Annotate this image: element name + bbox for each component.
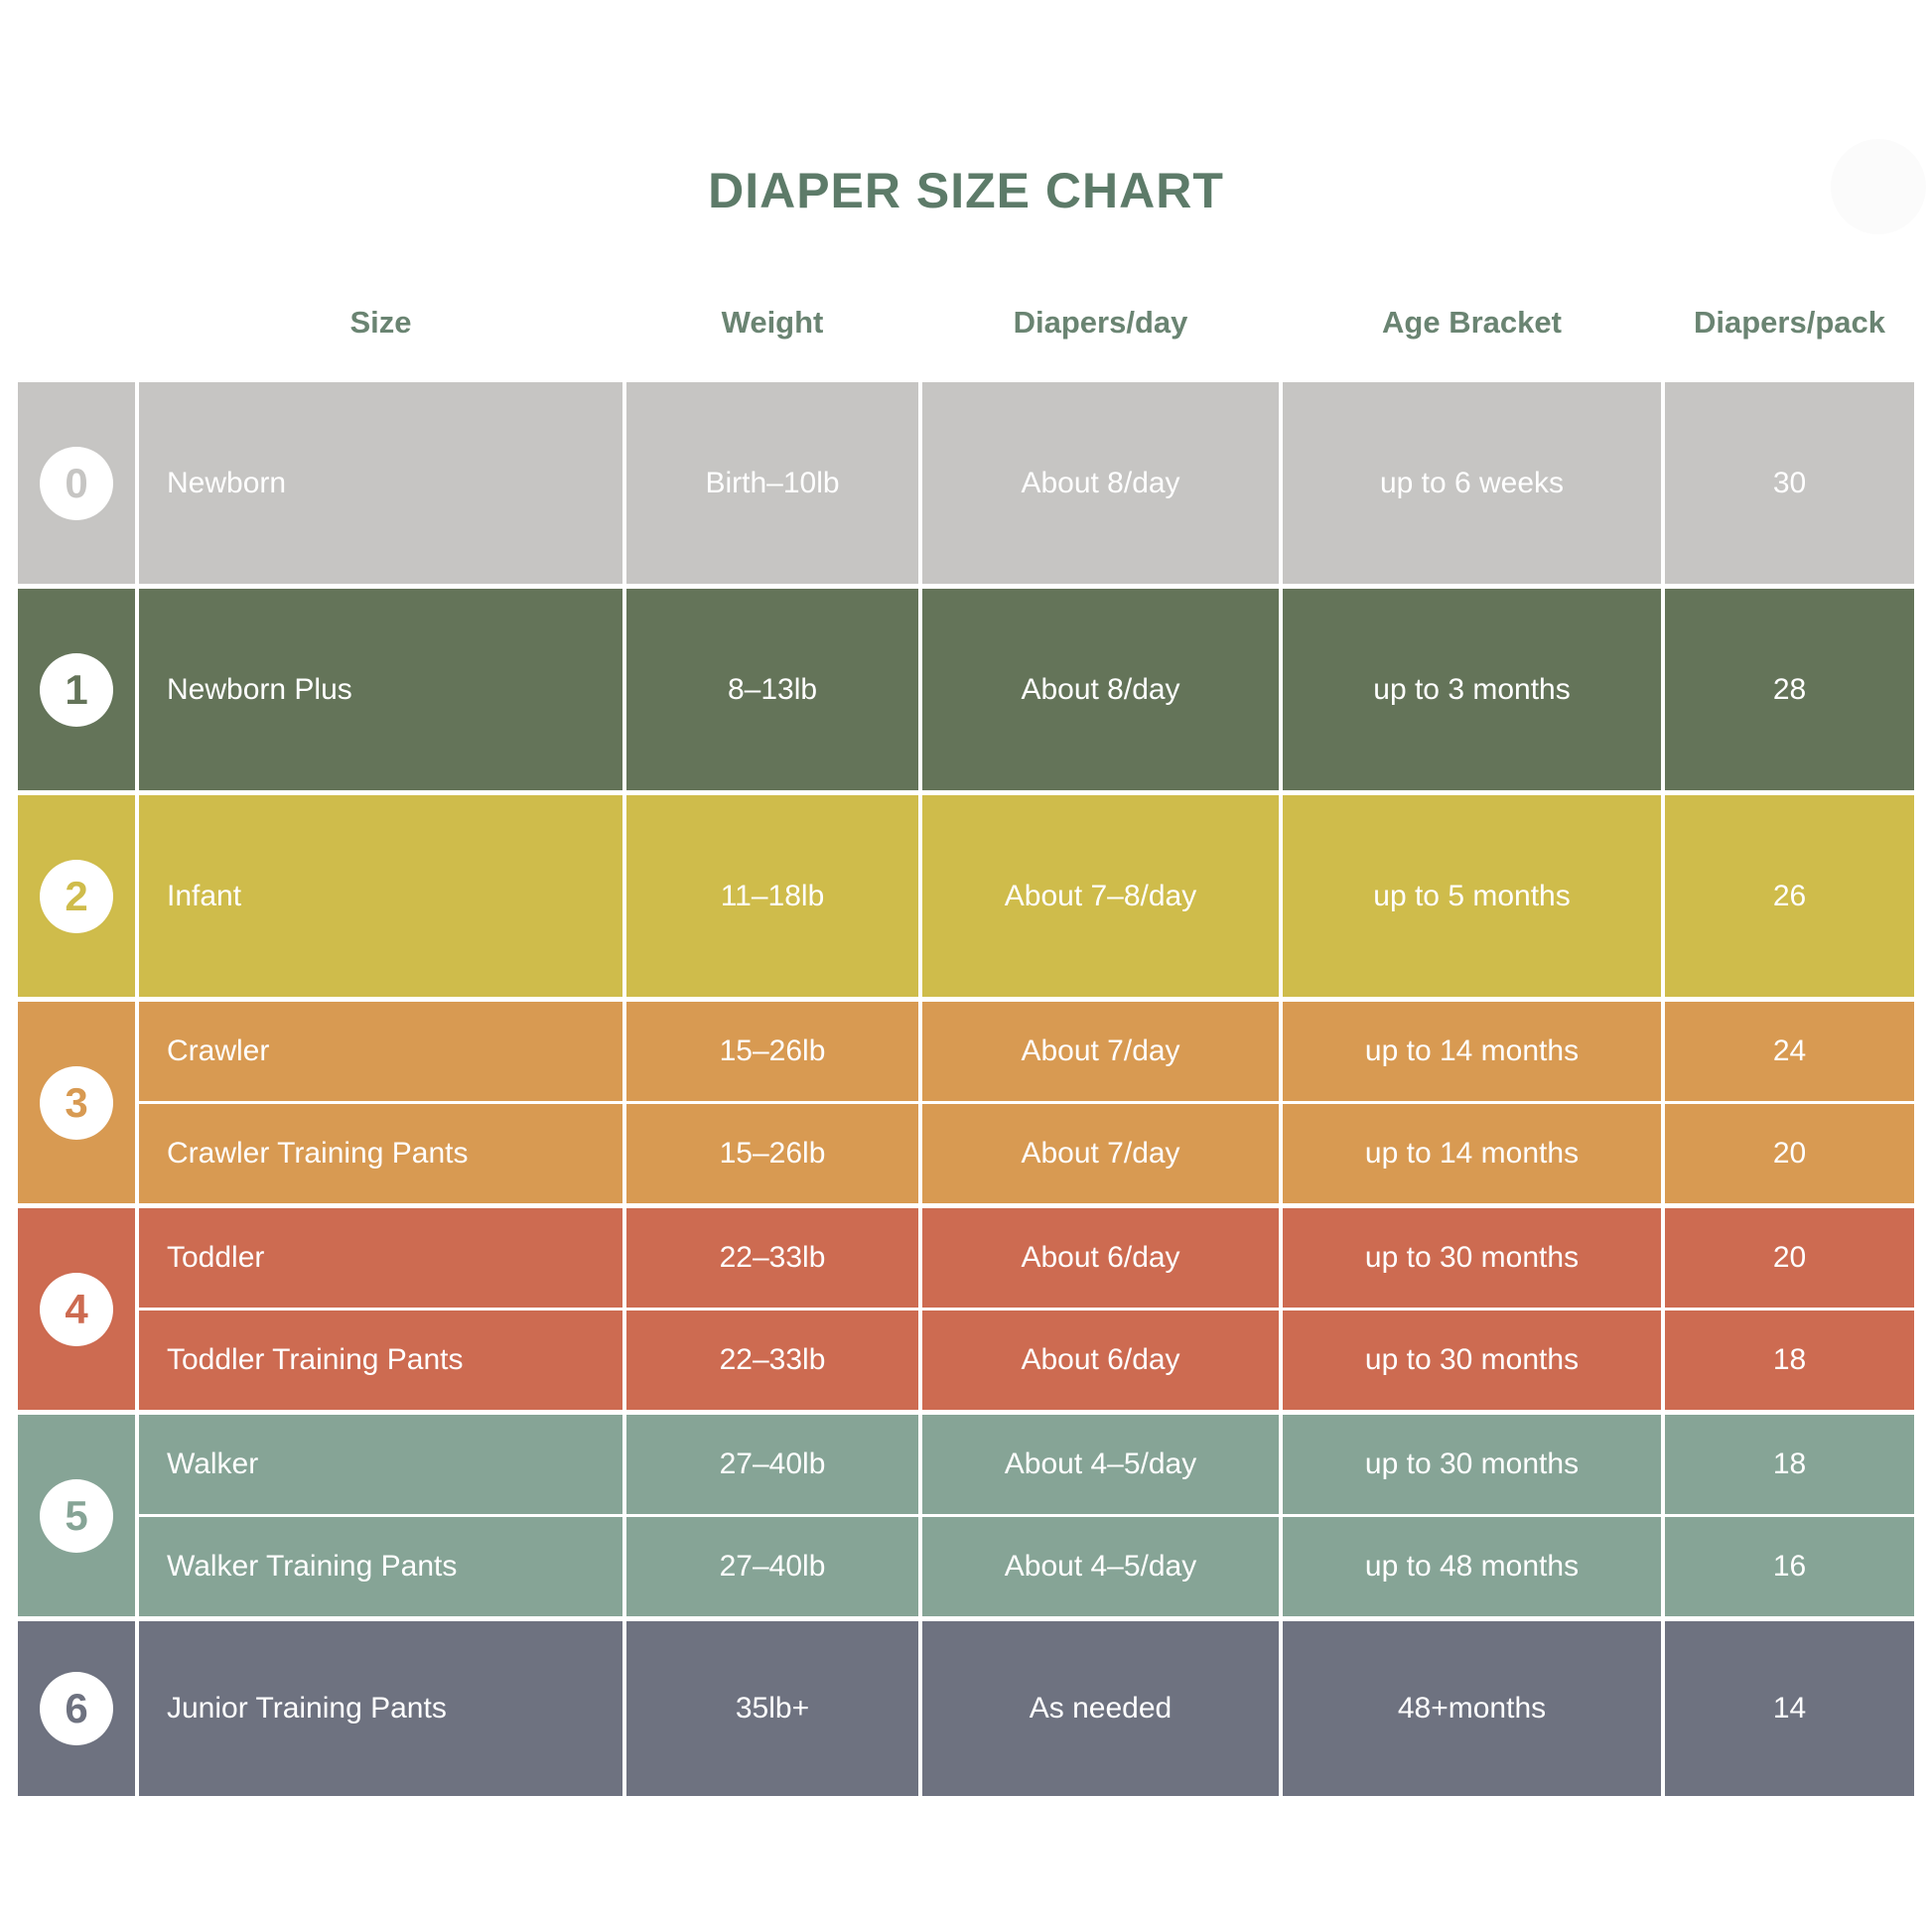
size-group-3: 3 Crawler 15–26lb About 7/day up to 14 m… xyxy=(18,1002,1914,1203)
cell-age-bracket: up to 5 months xyxy=(1283,795,1661,997)
size-number-cell: 1 xyxy=(18,589,135,790)
size-group-0: 0 Newborn Birth–10lb About 8/day up to 6… xyxy=(18,382,1914,584)
cell-weight: 27–40lb xyxy=(626,1415,918,1514)
cell-diapers-day: About 6/day xyxy=(922,1208,1279,1308)
column-header-diapers-pack: Diapers/pack xyxy=(1694,305,1885,340)
cell-diapers-day: About 6/day xyxy=(922,1311,1279,1410)
cell-age-bracket: up to 30 months xyxy=(1283,1415,1661,1514)
cell-diapers-day: About 4–5/day xyxy=(922,1517,1279,1616)
diaper-size-table: 0 Newborn Birth–10lb About 8/day up to 6… xyxy=(18,382,1914,1796)
cell-diapers-day: About 8/day xyxy=(922,382,1279,584)
size-group-1: 1 Newborn Plus 8–13lb About 8/day up to … xyxy=(18,589,1914,790)
cell-diapers-pack: 16 xyxy=(1665,1517,1914,1616)
column-headers: Size Weight Diapers/day Age Bracket Diap… xyxy=(18,301,1914,345)
cell-weight: Birth–10lb xyxy=(626,382,918,584)
size-number-badge: 3 xyxy=(40,1065,113,1140)
cell-size-name: Infant xyxy=(139,795,622,997)
column-header-spacer xyxy=(18,301,135,345)
cell-diapers-pack: 20 xyxy=(1665,1208,1914,1308)
cell-weight: 27–40lb xyxy=(626,1517,918,1616)
cell-size-name: Crawler xyxy=(139,1002,622,1101)
cell-diapers-day: About 7/day xyxy=(922,1104,1279,1203)
cell-weight: 15–26lb xyxy=(626,1002,918,1101)
cell-age-bracket: up to 30 months xyxy=(1283,1311,1661,1410)
cell-age-bracket: up to 48 months xyxy=(1283,1517,1661,1616)
cell-diapers-day: About 4–5/day xyxy=(922,1415,1279,1514)
size-number-badge: 1 xyxy=(40,652,113,727)
cell-size-name: Newborn Plus xyxy=(139,589,622,790)
cell-size-name: Walker xyxy=(139,1415,622,1514)
cell-size-name: Walker Training Pants xyxy=(139,1517,622,1616)
cell-age-bracket: up to 30 months xyxy=(1283,1208,1661,1308)
cell-diapers-day: About 7–8/day xyxy=(922,795,1279,997)
cell-diapers-day: About 8/day xyxy=(922,589,1279,790)
decorative-blob xyxy=(1831,139,1926,234)
cell-diapers-pack: 20 xyxy=(1665,1104,1914,1203)
size-group-2: 2 Infant 11–18lb About 7–8/day up to 5 m… xyxy=(18,795,1914,997)
size-number-badge: 5 xyxy=(40,1478,113,1553)
size-number-cell: 4 xyxy=(18,1208,135,1410)
column-header-age-bracket: Age Bracket xyxy=(1382,305,1562,340)
size-number-cell: 0 xyxy=(18,382,135,584)
cell-diapers-pack: 26 xyxy=(1665,795,1914,997)
cell-diapers-pack: 28 xyxy=(1665,589,1914,790)
size-number-cell: 5 xyxy=(18,1415,135,1616)
cell-diapers-pack: 30 xyxy=(1665,382,1914,584)
cell-size-name: Toddler xyxy=(139,1208,622,1308)
cell-diapers-pack: 18 xyxy=(1665,1415,1914,1514)
column-header-diapers-day: Diapers/day xyxy=(1013,305,1188,340)
size-number-badge: 4 xyxy=(40,1272,113,1346)
size-number-badge: 2 xyxy=(40,859,113,933)
size-number-badge: 0 xyxy=(40,446,113,520)
column-header-weight: Weight xyxy=(721,305,824,340)
cell-size-name: Crawler Training Pants xyxy=(139,1104,622,1203)
size-number-cell: 3 xyxy=(18,1002,135,1203)
cell-size-name: Toddler Training Pants xyxy=(139,1311,622,1410)
cell-diapers-pack: 14 xyxy=(1665,1621,1914,1796)
size-group-5: 5 Walker 27–40lb About 4–5/day up to 30 … xyxy=(18,1415,1914,1616)
cell-weight: 8–13lb xyxy=(626,589,918,790)
cell-size-name: Newborn xyxy=(139,382,622,584)
cell-weight: 15–26lb xyxy=(626,1104,918,1203)
cell-diapers-pack: 18 xyxy=(1665,1311,1914,1410)
cell-age-bracket: up to 14 months xyxy=(1283,1002,1661,1101)
cell-diapers-day: About 7/day xyxy=(922,1002,1279,1101)
size-number-cell: 2 xyxy=(18,795,135,997)
page-title: DIAPER SIZE CHART xyxy=(708,163,1224,218)
cell-weight: 22–33lb xyxy=(626,1311,918,1410)
cell-diapers-day: As needed xyxy=(922,1621,1279,1796)
cell-age-bracket: up to 6 weeks xyxy=(1283,382,1661,584)
cell-weight: 22–33lb xyxy=(626,1208,918,1308)
size-group-6: 6 Junior Training Pants 35lb+ As needed … xyxy=(18,1621,1914,1796)
size-group-4: 4 Toddler 22–33lb About 6/day up to 30 m… xyxy=(18,1208,1914,1410)
cell-age-bracket: up to 3 months xyxy=(1283,589,1661,790)
cell-diapers-pack: 24 xyxy=(1665,1002,1914,1101)
cell-size-name: Junior Training Pants xyxy=(139,1621,622,1796)
cell-weight: 35lb+ xyxy=(626,1621,918,1796)
cell-age-bracket: up to 14 months xyxy=(1283,1104,1661,1203)
column-header-size: Size xyxy=(349,305,412,340)
cell-age-bracket: 48+months xyxy=(1283,1621,1661,1796)
size-number-badge: 6 xyxy=(40,1672,113,1745)
cell-weight: 11–18lb xyxy=(626,795,918,997)
size-number-cell: 6 xyxy=(18,1621,135,1796)
